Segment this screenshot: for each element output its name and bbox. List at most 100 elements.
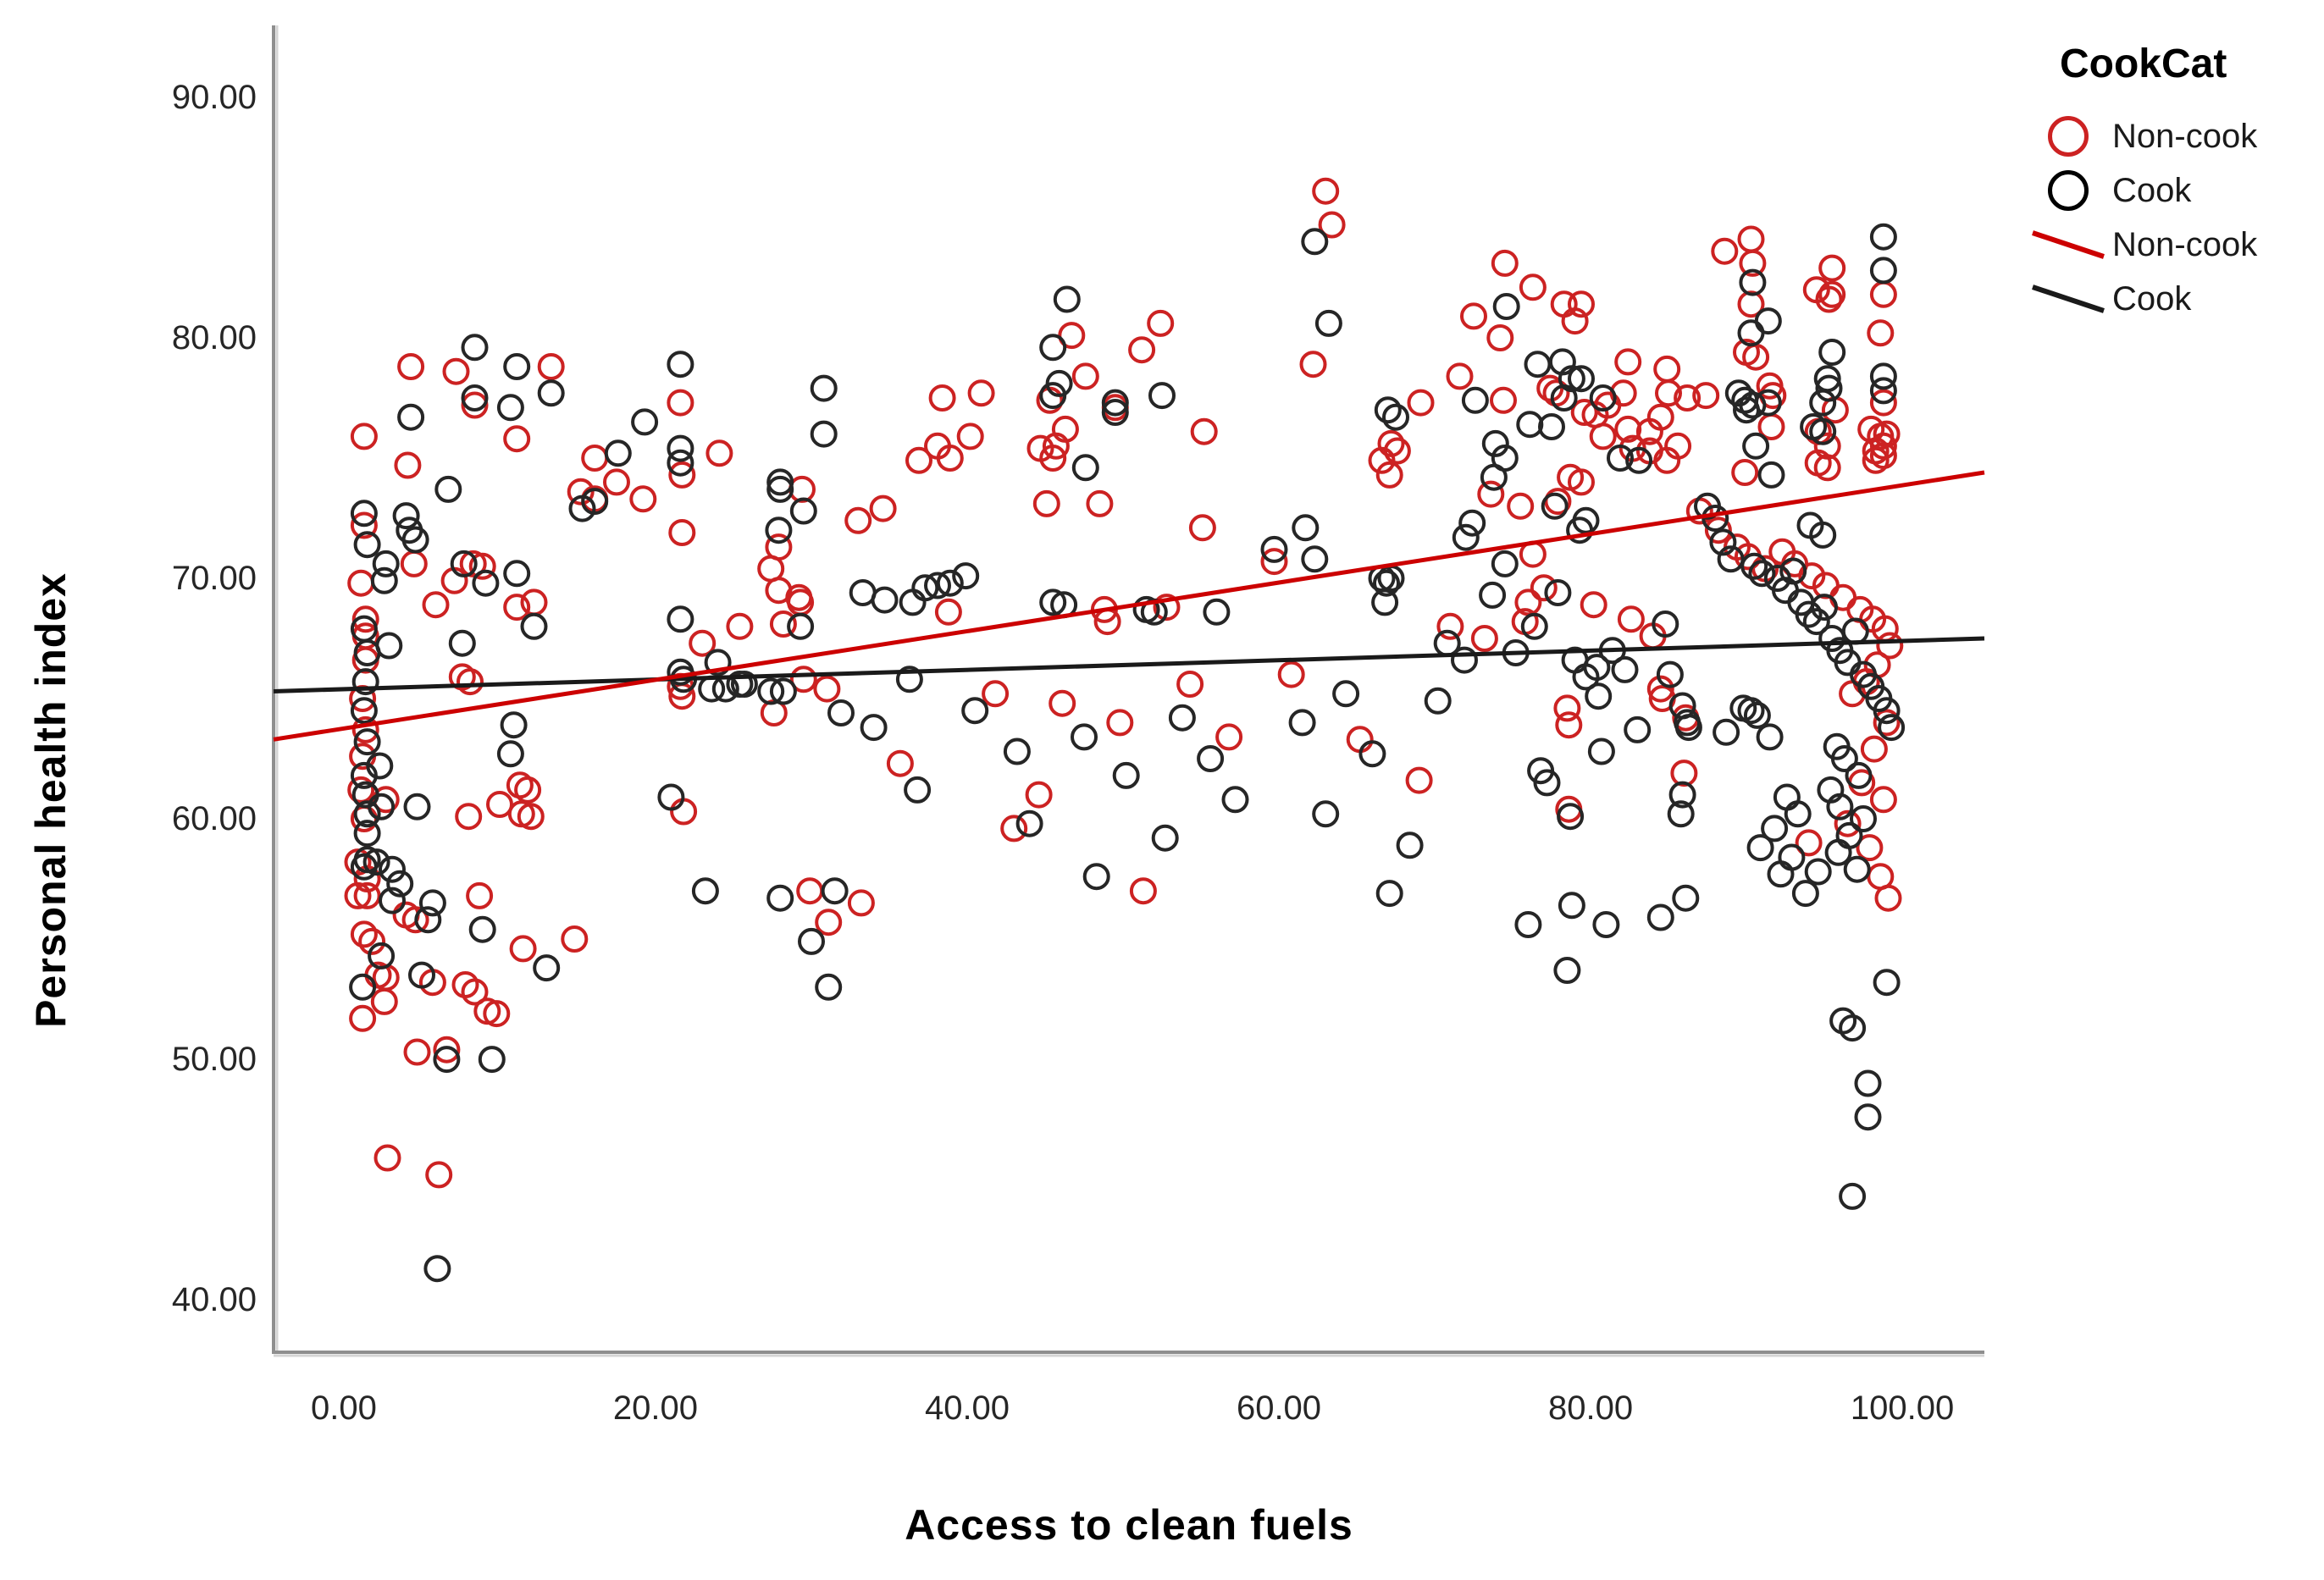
noncook-data-point [350,511,378,539]
noncook-data-point [1553,694,1581,722]
noncook-data-point [1188,514,1216,542]
cook-line-icon [2024,282,2112,316]
noncook-data-point [1739,249,1767,277]
cook-data-point [1479,581,1507,609]
cook-data-point [1332,680,1360,708]
noncook-data-point [1375,461,1403,489]
noncook-data-point [394,451,422,479]
noncook-data-point [397,353,425,380]
noncook-data-point [503,425,531,453]
noncook-data-point [689,629,717,657]
cook-data-point [1804,858,1832,886]
noncook-data-point [347,776,375,804]
cook-data-point [1824,838,1852,866]
noncook-data-point [1299,351,1327,378]
noncook-data-point [1874,884,1902,912]
noncook-data-point [347,569,375,597]
cook-data-point [1795,600,1823,628]
noncook-data-point [1460,302,1487,330]
noncook-data-point [514,776,542,804]
noncook-data-point [668,519,696,546]
cook-data-point [667,605,694,633]
noncook-data-point [1876,632,1904,660]
x-tick-label: 60.00 [1236,1389,1322,1427]
cook-data-point [1544,579,1572,606]
cook-data-point [401,526,429,554]
noncook-data-point [1818,280,1846,308]
y-tick-label: 70.00 [171,559,257,597]
cook-data-point [1480,463,1508,491]
cook-data-point [1541,492,1569,520]
noncook-data-point [517,803,545,831]
legend-item-label: Cook [2112,279,2192,318]
cook-data-point [787,612,815,640]
noncook-data-point [603,468,630,496]
cook-data-point [353,728,381,756]
cook-data-point [904,776,932,804]
cook-data-point [1839,1182,1867,1210]
cook-circle-icon [2024,170,2112,211]
noncook-data-point [1260,548,1288,576]
noncook-data-point [561,925,589,953]
cook-data-point [1053,285,1081,313]
cook-data-point [1151,824,1179,852]
cook-data-point [1754,389,1782,417]
noncook-data-point [403,1038,431,1066]
cook-data-point [1739,268,1767,296]
cook-data-point [468,915,496,943]
cook-data-point [815,973,843,1001]
cook-data-point [1850,805,1877,832]
noncook-data-point [934,598,962,626]
cook-data-point [1288,709,1316,737]
cook-data-point [1869,377,1897,405]
y-tick-label: 50.00 [171,1041,257,1079]
cook-data-point [1743,701,1771,729]
cook-data-point [1197,745,1225,772]
noncook-data-point [1530,574,1558,602]
legend: CookCat Non-cook Cook Non-cook [2024,41,2312,326]
cook-data-point [1815,374,1843,402]
noncook-data-point [844,506,872,534]
noncook-data-point [1862,437,1890,465]
cook-data-point [496,740,524,768]
cook-data-point [1802,608,1830,636]
cook-data-point [757,677,785,705]
noncook-data-point [509,935,537,963]
cook-data-point [810,420,838,448]
y-tick-label: 60.00 [171,800,257,838]
x-tick-label: 100.00 [1850,1389,1955,1427]
cook-data-point [1878,714,1906,742]
noncook-data-point [668,461,696,489]
cook-data-point [1854,1103,1882,1131]
cook-data-point [433,1046,461,1074]
cook-data-point [1524,351,1552,378]
cook-data-point [1516,411,1544,439]
noncook-data-point [351,605,379,633]
noncook-data-point [1446,362,1474,390]
cook-data-point [581,488,609,516]
cook-data-point [1709,528,1737,556]
cook-data-point [1557,803,1585,831]
cook-data-point [1424,687,1452,715]
cook-data-point [1656,660,1684,688]
noncook-data-point [769,610,797,638]
cook-data-point [414,906,442,934]
cook-data-point [1101,389,1129,417]
noncook-data-point [1312,177,1340,205]
cook-data-point [1491,550,1519,577]
legend-item-noncook-line: Non-cook [2024,218,2312,272]
cook-data-point [1748,560,1776,588]
cook-data-point [1869,223,1897,251]
noncook-data-point [1042,432,1070,460]
cook-data-point [350,500,378,528]
noncook-data-point [1860,735,1888,763]
cook-data-point [1742,432,1770,460]
noncook-data-point [442,357,470,385]
cook-data-point [1843,855,1871,883]
cook-data-point [1533,769,1561,797]
cook-data-point [1809,389,1837,417]
noncook-data-point [1737,225,1765,253]
cook-data-point [827,699,855,726]
cook-data-point [1015,809,1043,837]
x-tick-label: 80.00 [1547,1389,1634,1427]
